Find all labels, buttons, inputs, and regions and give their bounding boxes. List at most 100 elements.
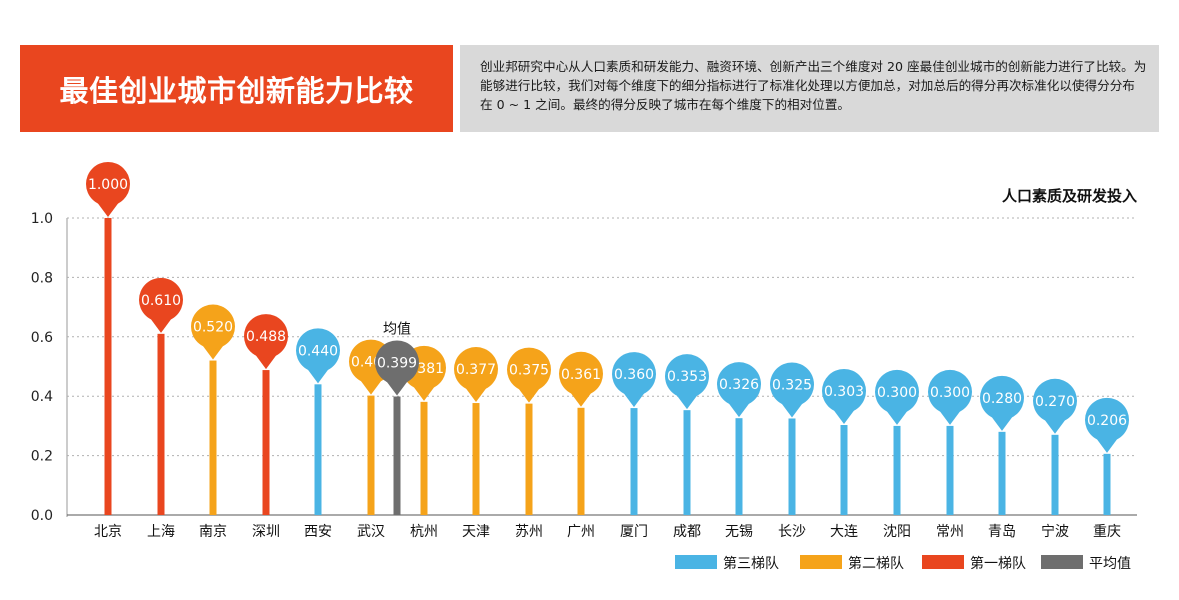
x-tick-label: 常州 bbox=[936, 524, 964, 540]
bar-bubble bbox=[454, 347, 498, 392]
bar-stem bbox=[367, 395, 375, 515]
x-tick-label: 大连 bbox=[830, 524, 858, 540]
x-tick-label: 杭州 bbox=[410, 524, 438, 540]
bar-value-label: 0.300 bbox=[930, 385, 970, 401]
x-tick-label: 西安 bbox=[304, 524, 332, 540]
bar-value-label: 0.488 bbox=[246, 329, 286, 345]
bar-value-label: 0.280 bbox=[982, 391, 1022, 407]
bar-bubble bbox=[822, 369, 866, 414]
x-tick-label: 成都 bbox=[673, 524, 701, 540]
x-tick-label: 天津 bbox=[462, 524, 490, 540]
legend-label: 第二梯队 bbox=[848, 555, 904, 572]
x-tick-labels: 北京 上海 南京 深圳 西安 武汉 杭州 天津 苏州 广州 厦门 成都 无锡 长沙 大连 沈阳 常州 青岛 宁波 重庆 bbox=[94, 523, 1121, 540]
x-tick-label: 上海 bbox=[147, 524, 175, 540]
bar-value-label: 0.377 bbox=[456, 362, 496, 378]
bar-stem bbox=[157, 333, 165, 515]
x-tick-label: 宁波 bbox=[1041, 523, 1069, 540]
average-bar-stem bbox=[393, 396, 401, 515]
bar-value-label: 0.353 bbox=[667, 369, 707, 385]
page-title: 最佳创业城市创新能力比较 bbox=[20, 45, 453, 132]
bar-bubble bbox=[612, 352, 656, 397]
bar-value-label: 0.326 bbox=[719, 377, 759, 393]
legend: 第三梯队 第二梯队 第一梯队 平均值 bbox=[675, 555, 1131, 572]
bar-stem bbox=[1051, 434, 1059, 515]
legend-swatch bbox=[675, 555, 717, 569]
bar-value-label: 0.520 bbox=[193, 320, 233, 336]
x-tick-label: 苏州 bbox=[515, 524, 543, 540]
x-tick-label: 无锡 bbox=[725, 524, 753, 540]
bar-value-label: 0.206 bbox=[1087, 413, 1127, 429]
bar-value-label: 0.361 bbox=[561, 367, 601, 383]
bar-value-label: 0.270 bbox=[1035, 394, 1075, 410]
x-tick-label: 沈阳 bbox=[883, 524, 911, 540]
x-tick-label: 青岛 bbox=[988, 524, 1016, 540]
legend-swatch bbox=[1041, 555, 1083, 569]
y-tick-label: 0.0 bbox=[31, 508, 53, 524]
bar-stem bbox=[262, 370, 270, 515]
bar-stem bbox=[472, 403, 480, 515]
bar-value-label: 0.300 bbox=[877, 385, 917, 401]
bar-value-label: 0.325 bbox=[772, 377, 812, 393]
bar-bubble bbox=[244, 314, 288, 359]
average-bar-bubble bbox=[375, 340, 419, 385]
legend-label: 平均值 bbox=[1089, 556, 1131, 572]
bar-stem bbox=[998, 431, 1006, 515]
x-tick-label: 广州 bbox=[567, 524, 595, 540]
bar-stem bbox=[630, 408, 638, 515]
bar-value-label: 0.360 bbox=[614, 367, 654, 383]
bar-value-label: 0.303 bbox=[824, 384, 864, 400]
bar-stem bbox=[577, 407, 585, 515]
bar-bubble bbox=[717, 362, 761, 407]
x-tick-label: 深圳 bbox=[252, 524, 280, 540]
bar-value-label: 1.000 bbox=[88, 177, 128, 193]
bar-value-label: 0.440 bbox=[298, 343, 338, 359]
bar-bubble bbox=[1033, 378, 1077, 423]
chart-title: 人口素质及研发投入 bbox=[1002, 187, 1137, 205]
y-tick-label: 0.4 bbox=[31, 389, 53, 405]
legend-label: 第三梯队 bbox=[723, 555, 779, 572]
bar-bubble bbox=[770, 362, 814, 407]
bar-bubble bbox=[928, 369, 972, 414]
bar-bubble bbox=[875, 369, 919, 414]
bar-stem bbox=[525, 403, 533, 515]
bar-stem bbox=[893, 425, 901, 515]
bar-stem bbox=[840, 425, 848, 515]
x-tick-label: 长沙 bbox=[778, 524, 806, 540]
bar-stem bbox=[788, 418, 796, 515]
average-bar-value-label: 0.399 bbox=[377, 355, 417, 371]
bar-stem bbox=[1103, 453, 1111, 515]
y-tick-label: 0.2 bbox=[31, 449, 53, 465]
bar-bubble bbox=[1085, 397, 1129, 442]
x-tick-label: 重庆 bbox=[1093, 524, 1121, 540]
bar-stem bbox=[946, 425, 954, 515]
bar-bubble bbox=[139, 277, 183, 322]
y-tick-labels: 0.0 0.2 0.4 0.6 0.8 1.0 bbox=[31, 211, 53, 524]
y-tick-label: 1.0 bbox=[31, 211, 53, 227]
bar-stem bbox=[314, 384, 322, 515]
bar-stem bbox=[735, 418, 743, 515]
x-tick-label: 北京 bbox=[94, 524, 122, 540]
bar-stem bbox=[683, 410, 691, 515]
bar-value-label: 0.375 bbox=[509, 363, 549, 379]
bar-stem bbox=[420, 401, 428, 515]
legend-label: 第一梯队 bbox=[970, 555, 1026, 572]
legend-swatch bbox=[922, 555, 964, 569]
y-tick-label: 0.6 bbox=[31, 330, 53, 346]
bar-bubble bbox=[980, 375, 1024, 420]
x-tick-label: 武汉 bbox=[357, 524, 385, 540]
y-tick-label: 0.8 bbox=[31, 270, 53, 286]
description-text: 创业邦研究中心从人口素质和研发能力、融资环境、创新产出三个维度对 20 座最佳创… bbox=[460, 45, 1159, 132]
x-tick-label: 厦门 bbox=[620, 524, 648, 540]
average-title: 均值 bbox=[383, 321, 411, 337]
bar-bubble bbox=[191, 304, 235, 349]
gridlines bbox=[67, 217, 1137, 516]
bar-stem bbox=[209, 360, 217, 515]
bar-bubble bbox=[296, 328, 340, 373]
bar-bubble bbox=[86, 162, 130, 206]
bar-stem bbox=[104, 218, 112, 515]
bar-value-label: 0.610 bbox=[141, 293, 181, 309]
bar-bubble bbox=[507, 347, 551, 392]
bar-bubble bbox=[559, 351, 603, 396]
